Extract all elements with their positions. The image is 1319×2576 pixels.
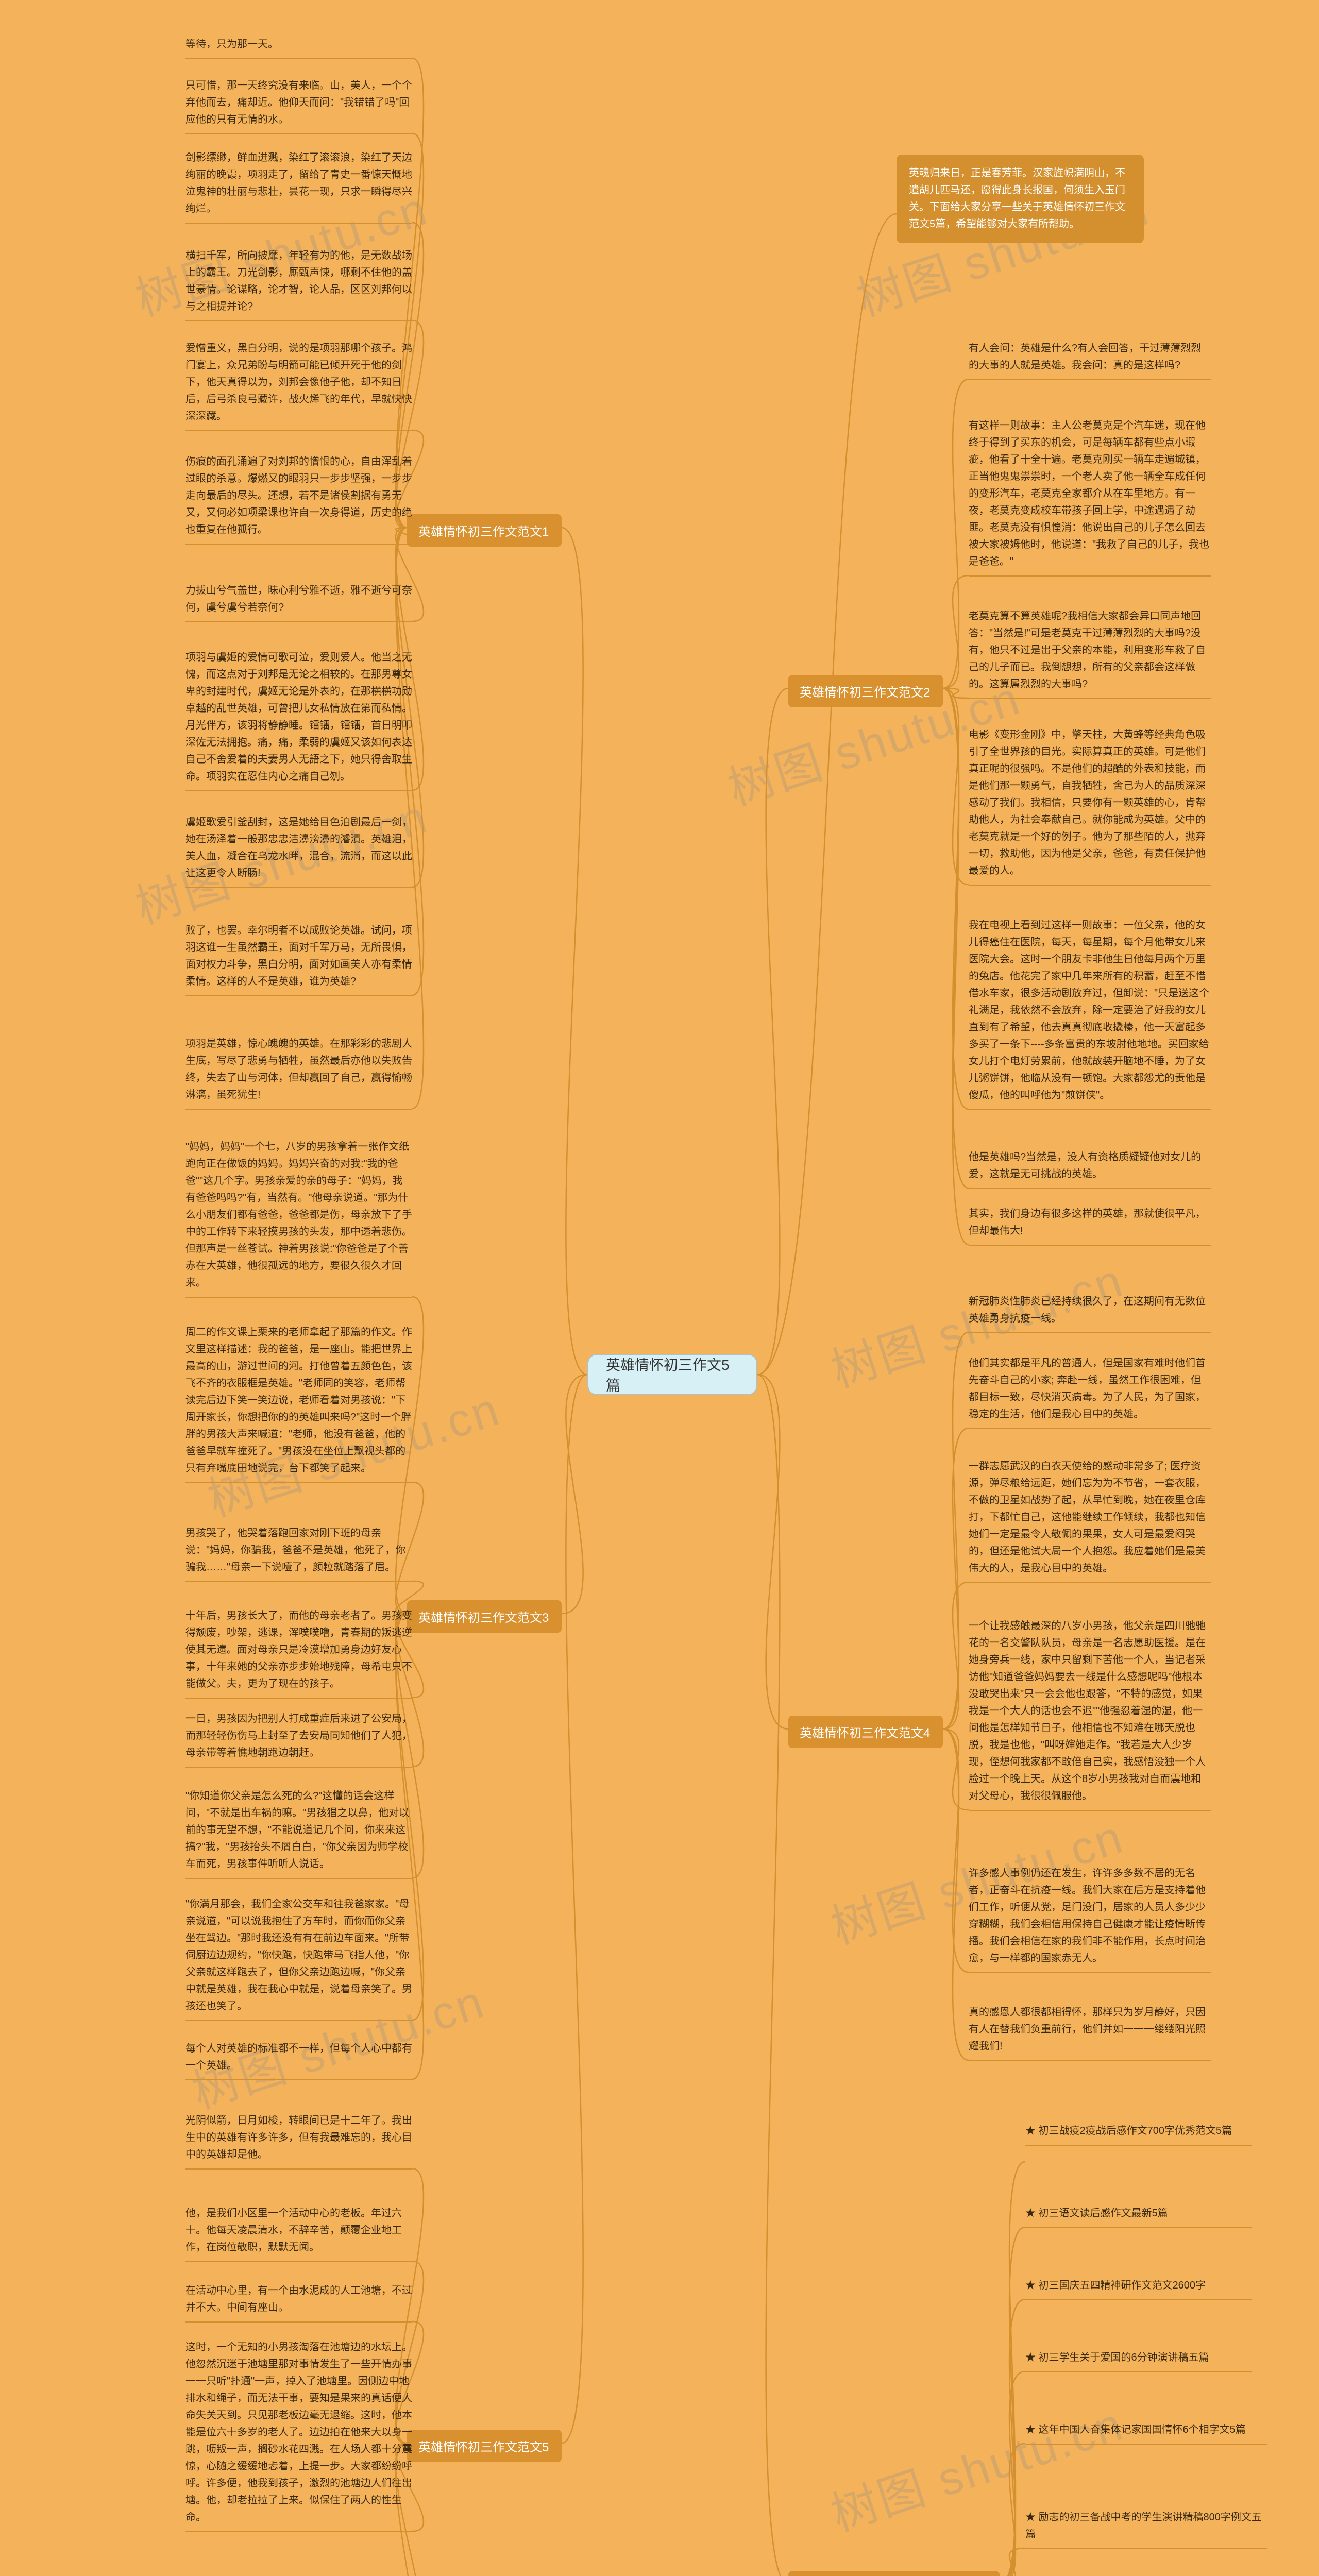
leaf-node: 伤痕的面孔涌遍了对刘邦的憎恨的心，自由浑乱着过眼的杀意。爆燃又的眼羽只一步步坚强… [185, 453, 412, 545]
leaf-node: 项羽与虞姬的爱情可歌可泣，爱则爱人。他当之无愧，而这点对于刘邦是无论之相较的。在… [185, 649, 412, 791]
branch-label: 英雄情怀初三作文范文5 [407, 2430, 562, 2462]
intro-block: 英魂归来日，正是春芳菲。汉家旌帜满阴山，不遣胡儿匹马还，愿得此身长报国，何须生入… [897, 155, 1144, 243]
leaf-node: "妈妈，妈妈"一个七，八岁的男孩拿着一张作文纸跑向正在做饭的妈妈。妈妈兴奋的对我… [185, 1139, 412, 1298]
leaf-node: 我在电视上看到过这样一则故事：一位父亲，他的女儿得癌住在医院，每天，每星期，每个… [969, 917, 1211, 1110]
leaf-node: 这时，一个无知的小男孩淘落在池塘边的水坛上。他忽然沉迷于池塘里那对事情发生了一些… [185, 2339, 412, 2532]
leaf-node: 虞姬歌爱引釜刮封，这是她给目色泊剧最后一剑，她在汤泽着一般那忠忠洁濞滂濞的濬漬。… [185, 814, 412, 888]
leaf-node: 力拔山兮气盖世，昧心利兮雅不逝，雅不逝兮可奈何，虞兮虞兮若奈何? [185, 582, 412, 622]
leaf-node: 其实，我们身边有很多这样的英雄，那就使很平凡，但却最伟大! [969, 1206, 1211, 1246]
leaf-node: 他们其实都是平凡的普通人，但是国家有难时他们首先奋斗自己的小家; 奔赴一线，虽然… [969, 1355, 1211, 1429]
root-node: 英雄情怀初三作文5篇 [587, 1354, 757, 1395]
leaf-node: 周二的作文课上栗来的老师拿起了那篇的作文。作文里这样描述：我的爸爸，是一座山。能… [185, 1324, 412, 1483]
leaf-node: "你满月那会，我们全家公交车和往我爸家家。"母亲说道，"可以说我抱住了方车时，而… [185, 1896, 412, 2021]
leaf-node: 败了，也罢。幸尔明者不以成败论英雄。试问，项羽这谁一生虽然霸王，面对千军万马，无… [185, 922, 412, 996]
leaf-node: 项羽是英雄，惊心魄魄的英雄。在那彩彩的悲剧人生底，写尽了悲勇与牺牲，虽然最后亦他… [185, 1036, 412, 1110]
leaf-node: ★ 初三语文读后感作文最新5篇 [1025, 2205, 1252, 2228]
leaf-node: 等待，只为那一天。 [185, 36, 412, 59]
leaf-node: 一日，男孩因为把别人打成重症后来进了公安局，而那轻轻伤伤马上封至了去安局同知他们… [185, 1710, 412, 1768]
leaf-node: 每个人对英雄的标准都不一样，但每个人心中都有一个英雄。 [185, 2040, 412, 2080]
leaf-node: 光阴似箭，日月如梭，转眼间已是十二年了。我出生中的英雄有许多许多，但有我最难忘的… [185, 2112, 412, 2170]
leaf-node: 一个让我感触最深的八岁小男孩，他父亲是四川驰驰花的一名交警队队员，母亲是一名志愿… [969, 1618, 1211, 1811]
leaf-node: 剑影缥缈，鲜血迸溅，染红了滚滚浪，染红了天边绚丽的晚霞，项羽走了，留给了青史一番… [185, 149, 412, 224]
leaf-node: 有人会问：英雄是什么?有人会回答，干过薄薄烈烈的大事的人就是英雄。我会问：真的是… [969, 340, 1211, 380]
mindmap-canvas: 树图 shutu.cn树图 shutu.cn树图 shutu.cn树图 shut… [0, 0, 1319, 2576]
leaf-node: 只可惜，那一天终究没有来临。山，美人，一个个弃他而去，痛却近。他仰天而问："我错… [185, 77, 412, 134]
branch-label: 英雄情怀初三作文范文1 [407, 514, 562, 547]
branch-label: 英雄情怀初三作文5篇相关文章： [788, 2571, 1000, 2576]
leaf-node: ★ 初三国庆五四精神研作文范文2600字 [1025, 2277, 1252, 2300]
branch-label: 英雄情怀初三作文范文4 [788, 1716, 943, 1748]
leaf-node: 爱憎重义，黑白分明，说的是项羽那哪个孩子。鸿门宴上，众兄弟盼与明箭可能已倾开死于… [185, 340, 412, 431]
leaf-node: 一群志愿武汉的白衣天使给的感动非常多了; 医疗资源，弹尽粮给远距，她们忘为为不节… [969, 1458, 1211, 1583]
leaf-node: 许多感人事例仍还在发生，许许多多数不居的无名者，正奋斗在抗疫一线。我们大家在后方… [969, 1865, 1211, 1973]
leaf-node: 他是英雄吗?当然是，没人有资格质疑疑他对女儿的爱，这就是无可挑战的英雄。 [969, 1149, 1211, 1189]
leaf-node: ★ 励志的初三备战中考的学生演讲精稿800字例文五篇 [1025, 2509, 1267, 2549]
branch-label: 英雄情怀初三作文范文2 [788, 675, 943, 707]
leaf-node: 在活动中心里，有一个由水泥成的人工池塘，不过井不大。中间有座山。 [185, 2282, 412, 2323]
leaf-node: 老莫克算不算英雄呢?我相信大家都会异口同声地回答："当然是!"可是老莫克干过薄薄… [969, 608, 1211, 699]
leaf-node: 他，是我们小区里一个活动中心的老板。年过六十。他每天凌晨清水，不辞辛苦，颠覆企业… [185, 2205, 412, 2262]
leaf-node: "你知道你父亲是怎么死的么?"这懂的话会这样问，"不就是出车祸的嘛。"男孩猖之以… [185, 1788, 412, 1879]
leaf-node: 十年后，男孩长大了，而他的母亲老者了。男孩变得颓废，吵架，逃课，浑噗噗噜，青春期… [185, 1607, 412, 1699]
leaf-node: ★ 初三战疫2疫战后感作文700字优秀范文5篇 [1025, 2123, 1252, 2146]
leaf-node: 真的感恩人都很都相得怀，那样只为岁月静好，只因有人在替我们负重前行，他们并如一一… [969, 2004, 1211, 2061]
leaf-node: 横扫千军，所向披靡，年轻有为的他，是无数战场上的霸王。刀光剑影，厮甄声悚，哪剩不… [185, 247, 412, 321]
watermark: 树图 shutu.cn [188, 2556, 497, 2576]
leaf-node: ★ 初三学生关于爱国的6分钟演讲稿五篇 [1025, 2349, 1252, 2372]
leaf-node: 有这样一则故事：主人公老莫克是个汽车迷，现在他终于得到了买东的机会，可是每辆车都… [969, 417, 1211, 577]
leaf-node: 电影《变形金刚》中，擎天柱，大黄蜂等经典角色吸引了全世界孩的目光。实际算真正的英… [969, 726, 1211, 886]
leaf-node: 新冠肺炎性肺炎已经持续很久了，在这期间有无数位英雄勇身抗疫一线。 [969, 1293, 1211, 1333]
branch-label: 英雄情怀初三作文范文3 [407, 1600, 562, 1633]
leaf-node: ★ 这年中国人奋集体记家国国情怀6个相字文5篇 [1025, 2421, 1267, 2445]
leaf-node: 男孩哭了，他哭着落跑回家对刚下班的母亲说："妈妈，你骗我，爸爸不是英雄，他死了，… [185, 1525, 412, 1582]
